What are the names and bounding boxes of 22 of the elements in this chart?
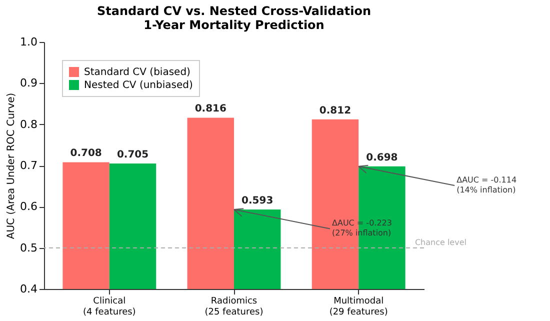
- chart-title: Standard CV vs. Nested Cross-Validation 1-Year Mortality Prediction: [97, 4, 371, 32]
- annotation: ΔAUC = -0.114 (14% inflation): [456, 175, 517, 194]
- data-label: 0.816: [194, 104, 226, 115]
- legend-label: Standard CV (biased): [84, 67, 191, 78]
- ref-line-label: Chance level: [414, 238, 466, 247]
- y-tick-label: 1.0: [20, 36, 38, 48]
- y-tick-label: 0.6: [20, 200, 38, 214]
- y-tick-label: 0.8: [20, 118, 38, 131]
- data-label: 0.705: [116, 149, 149, 160]
- data-label: 0.593: [242, 196, 274, 207]
- data-label: 0.698: [366, 152, 398, 164]
- y-tick-label: 0.7: [20, 159, 38, 172]
- legend-label: Nested CV (unbiased): [84, 80, 193, 91]
- y-tick-label: 0.9: [20, 76, 38, 90]
- y-axis-title: AUC (Area Under ROC Curve): [6, 92, 18, 240]
- y-tick-label: 0.4: [20, 282, 38, 296]
- data-label: 0.708: [70, 148, 102, 160]
- x-tick-label: Multimodal (29 features): [329, 296, 388, 318]
- x-tick-label: Clinical (4 features): [83, 296, 136, 318]
- y-tick-label: 0.5: [20, 241, 38, 254]
- x-tick-label: Radiomics (25 features): [204, 296, 264, 318]
- data-label: 0.812: [319, 105, 352, 116]
